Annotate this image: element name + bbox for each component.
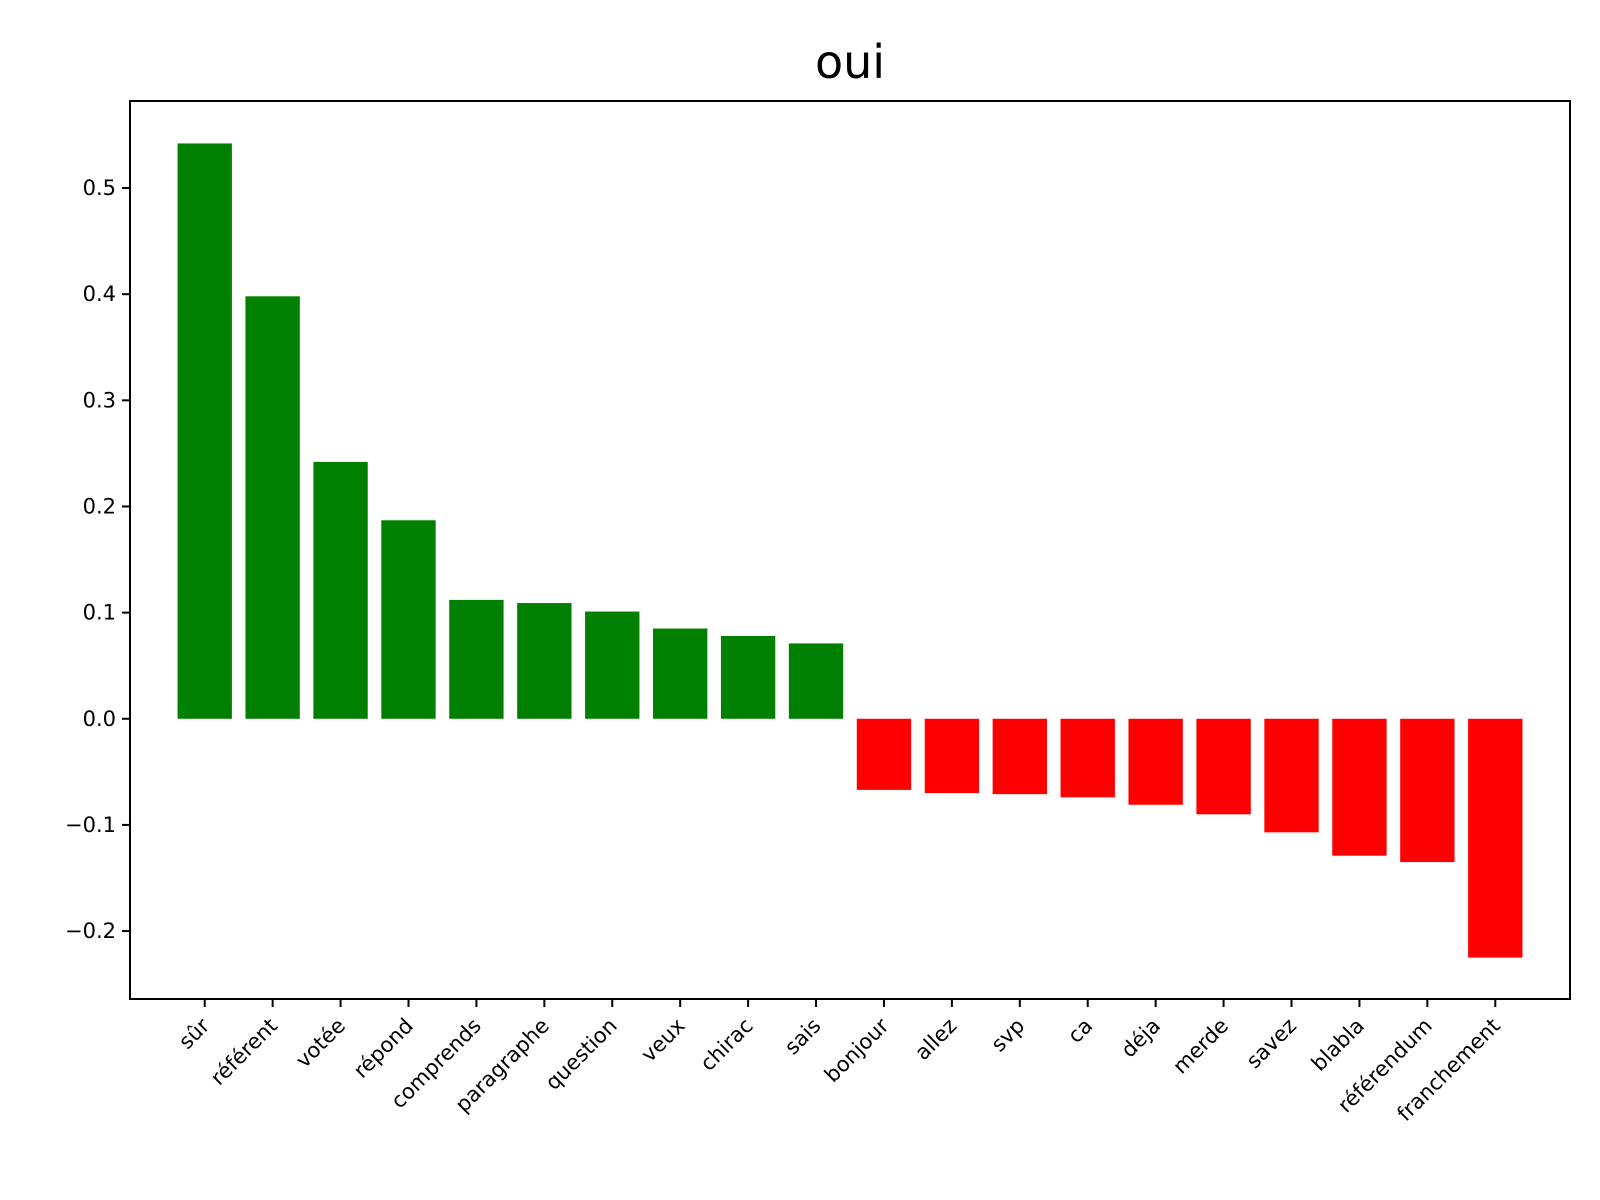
bar-4 — [449, 599, 504, 719]
bar-17 — [1332, 718, 1387, 856]
chart-title: oui — [815, 35, 885, 89]
bar-11 — [924, 718, 980, 794]
x-tick-label-15: merde — [1168, 1014, 1233, 1079]
y-tick-label-2: 0.0 — [83, 707, 116, 731]
y-tick-label-5: 0.3 — [83, 388, 116, 412]
x-tick-label-6: question — [541, 1014, 622, 1095]
bar-8 — [720, 635, 776, 719]
bar-10 — [856, 718, 912, 790]
x-tick-label-1: référent — [206, 1014, 282, 1090]
x-tick-label-17: blabla — [1307, 1014, 1369, 1076]
bar-7 — [653, 628, 708, 719]
x-tick-label-11: allez — [910, 1014, 961, 1065]
x-tick-label-2: votée — [291, 1014, 350, 1073]
y-tick-label-1: −0.1 — [65, 813, 116, 837]
bar-15 — [1196, 718, 1251, 815]
y-tick-label-0: −0.2 — [65, 919, 116, 943]
bar-9 — [788, 643, 844, 719]
plot-frame — [129, 100, 1571, 1000]
bar-2 — [313, 461, 368, 719]
bar-6 — [585, 611, 640, 719]
x-tick-label-16: savez — [1242, 1014, 1302, 1074]
bar-14 — [1128, 718, 1183, 805]
bar-3 — [381, 520, 436, 719]
bars-group — [177, 143, 1523, 958]
x-tick-label-9: sais — [780, 1014, 826, 1060]
y-tick-label-7: 0.5 — [83, 176, 116, 200]
x-tick-label-10: bonjour — [820, 1013, 894, 1087]
x-tick-label-3: répond — [349, 1014, 418, 1083]
y-tick-label-4: 0.2 — [83, 494, 116, 518]
x-tick-label-13: ca — [1063, 1014, 1097, 1048]
bar-18 — [1400, 718, 1455, 863]
bar-5 — [517, 603, 572, 719]
x-tick-label-8: chirac — [696, 1014, 758, 1076]
y-tick-label-6: 0.4 — [83, 282, 116, 306]
bar-12 — [992, 718, 1047, 795]
x-tick-label-0: sûr — [174, 1013, 214, 1053]
y-axis: −0.2 −0.1 0.0 0.1 0.2 0.3 0.4 0.5 — [65, 176, 130, 943]
bar-16 — [1264, 718, 1319, 833]
bar-1 — [245, 296, 300, 719]
bar-19 — [1468, 718, 1523, 958]
x-tick-label-14: déja — [1116, 1014, 1165, 1063]
bar-0 — [177, 143, 232, 719]
x-tick-label-7: veux — [637, 1014, 690, 1067]
bar-13 — [1060, 718, 1115, 798]
x-tick-label-12: svp — [986, 1014, 1029, 1057]
y-tick-label-3: 0.1 — [83, 601, 116, 625]
